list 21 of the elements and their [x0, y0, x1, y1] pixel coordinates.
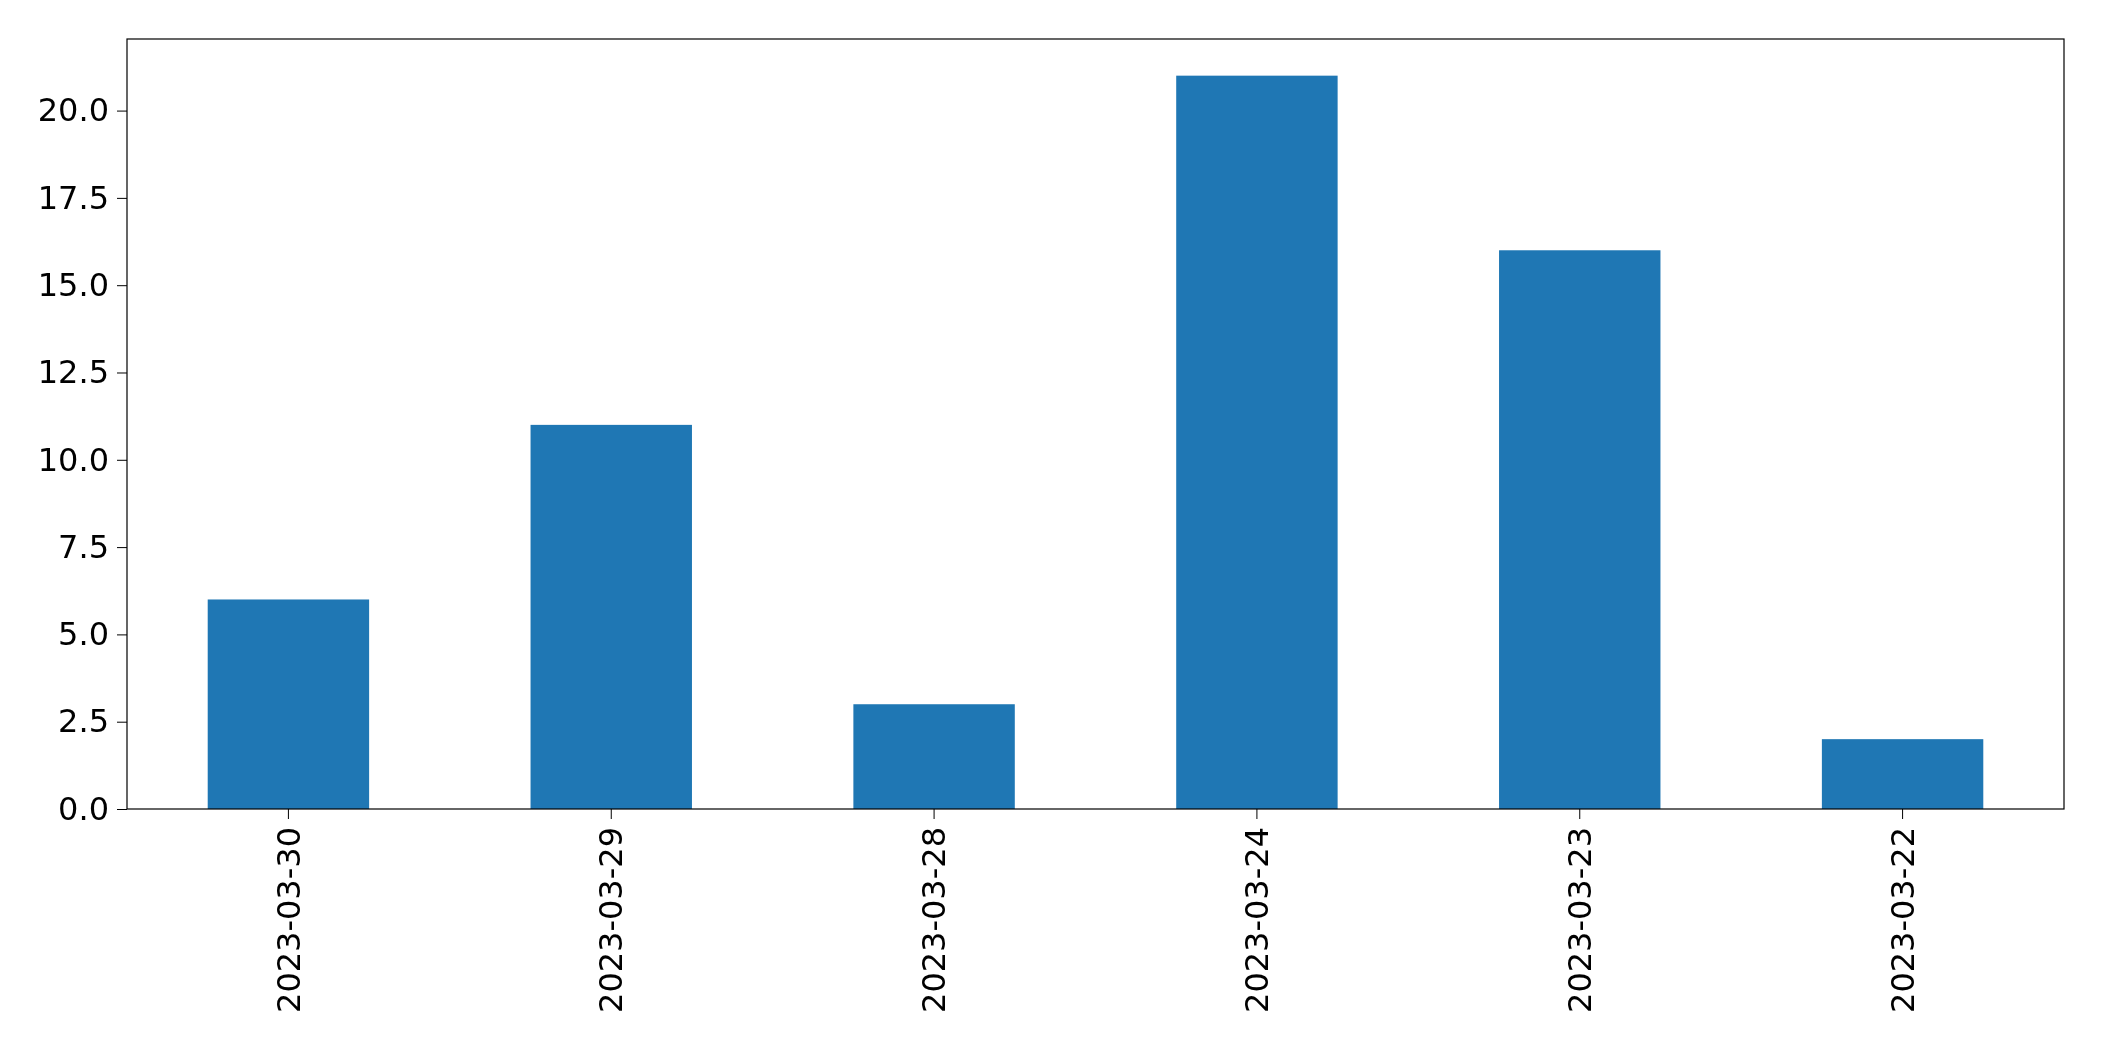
y-tick-label: 12.5 — [37, 353, 109, 392]
bar — [1821, 739, 1984, 809]
y-tick-label: 10.0 — [37, 440, 109, 479]
y-tick-label: 2.5 — [58, 702, 109, 741]
bar — [853, 704, 1015, 809]
bar — [207, 599, 370, 809]
y-tick-label: 17.5 — [37, 178, 109, 217]
y-tick-label: 7.5 — [58, 527, 109, 566]
bar — [530, 424, 692, 809]
y-tick-label: 15.0 — [37, 265, 109, 304]
y-tick-label: 20.0 — [37, 91, 109, 130]
y-tick-label: 5.0 — [58, 615, 109, 654]
x-tick-label: 2023-03-28 — [915, 827, 954, 1013]
x-tick-label: 2023-03-23 — [1560, 827, 1599, 1013]
bar — [1176, 75, 1338, 809]
x-tick-label: 2023-03-29 — [592, 827, 631, 1013]
bar — [1499, 250, 1661, 809]
x-tick-label: 2023-03-22 — [1883, 827, 1922, 1013]
y-tick-label: 0.0 — [58, 789, 109, 828]
x-tick-label: 2023-03-24 — [1238, 827, 1277, 1013]
x-tick-label: 2023-03-30 — [269, 827, 308, 1013]
